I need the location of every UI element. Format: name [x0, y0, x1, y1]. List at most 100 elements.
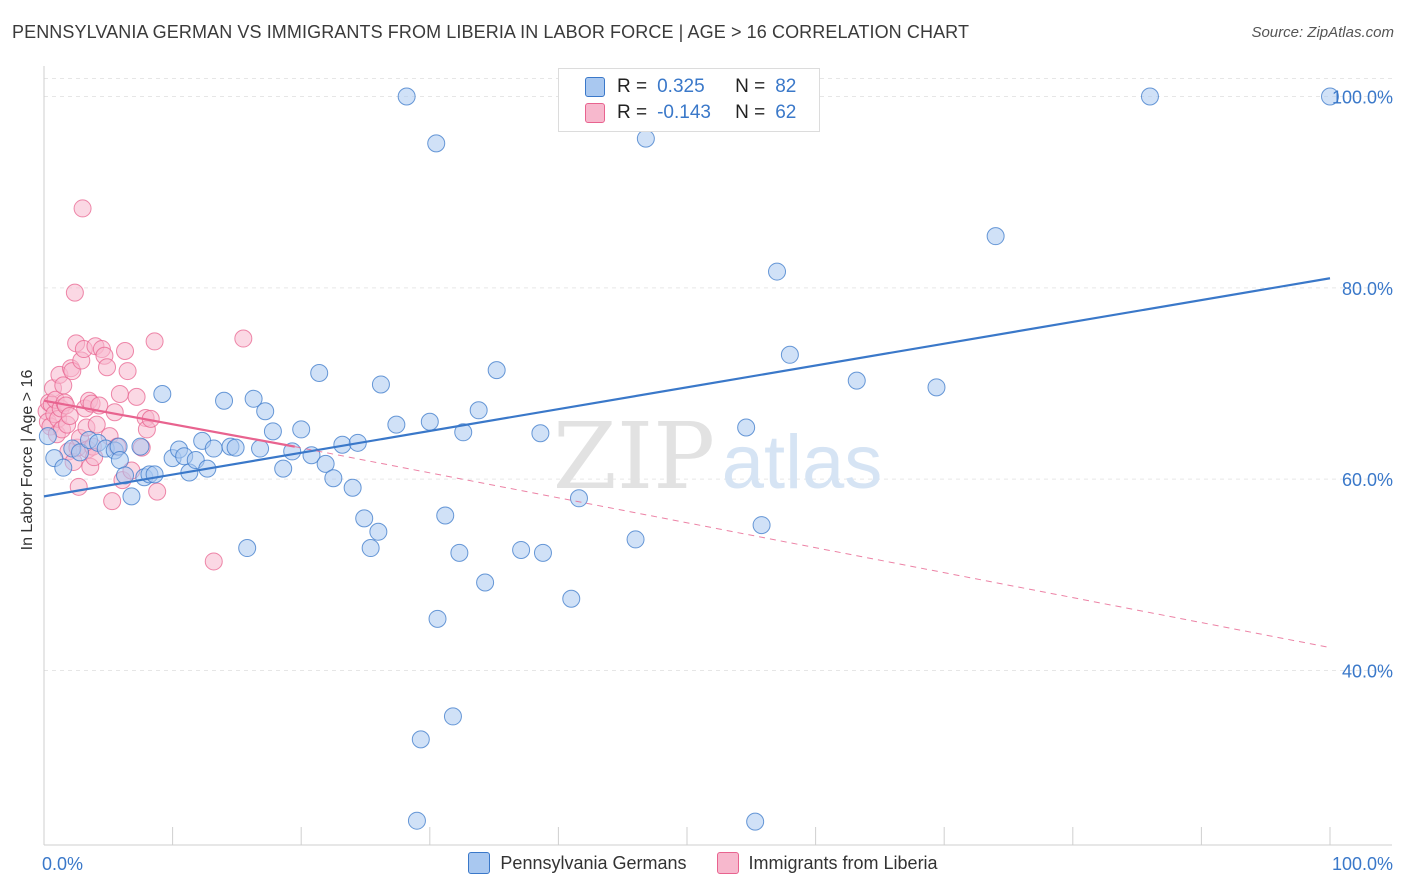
data-point: [153, 385, 172, 404]
data-point: [103, 492, 122, 511]
data-point: [927, 378, 946, 397]
stats-legend-row-2: R = -0.143 N = 62: [585, 101, 853, 125]
data-point: [263, 422, 282, 441]
data-point: [847, 371, 866, 390]
data-point: [986, 227, 1005, 246]
data-point: [371, 375, 390, 394]
trend-lines: [43, 277, 1331, 649]
data-point: [752, 516, 771, 535]
n-value: 82: [775, 76, 797, 97]
data-point: [116, 466, 135, 485]
data-point: [226, 438, 245, 457]
trend-line-pennsylvania-germans: [43, 277, 1331, 498]
data-point: [450, 543, 469, 562]
data-point: [476, 573, 495, 592]
data-point: [636, 129, 655, 148]
data-point: [768, 262, 787, 281]
data-point: [361, 539, 380, 558]
data-point: [355, 509, 374, 528]
data-point: [1140, 87, 1159, 106]
data-point: [531, 424, 550, 443]
data-point: [131, 437, 150, 456]
data-point: [116, 341, 135, 360]
data-point: [234, 329, 253, 348]
data-point: [324, 469, 343, 488]
data-point: [737, 418, 756, 437]
data-point: [110, 451, 129, 470]
data-point: [780, 345, 799, 364]
data-point: [411, 730, 430, 749]
data-point: [65, 283, 84, 302]
data-point: [98, 358, 117, 377]
data-point: [292, 420, 311, 439]
series-immigrants-from-liberia: [37, 199, 253, 571]
data-point: [127, 387, 146, 406]
data-point: [387, 415, 406, 434]
r-label: R =: [617, 76, 648, 97]
data-point: [54, 458, 73, 477]
data-point: [316, 454, 335, 473]
data-point: [454, 423, 473, 442]
n-label: N =: [735, 76, 766, 97]
data-point: [443, 707, 462, 726]
y-tick-label: 100.0%: [1332, 88, 1393, 108]
y-tick-label: 40.0%: [1342, 662, 1393, 682]
data-point: [569, 489, 588, 508]
series1-swatch: [585, 77, 605, 97]
legend-item-immigrants-from-liberia: Immigrants from Liberia: [716, 852, 938, 874]
data-point: [87, 415, 106, 434]
y-tick-label: 60.0%: [1342, 470, 1393, 490]
chart-title: PENNSYLVANIA GERMAN VS IMMIGRANTS FROM L…: [12, 22, 970, 42]
series2-swatch: [585, 103, 605, 123]
tick-labels: 40.0% 60.0% 80.0% 100.0% 0.0% 100.0%: [42, 88, 1393, 875]
data-point: [71, 443, 90, 462]
legend-label: Pennsylvania Germans: [500, 852, 687, 873]
data-point: [73, 199, 92, 218]
legend-label: Immigrants from Liberia: [748, 852, 938, 873]
legend-swatch-pink: [716, 852, 739, 874]
y-tick-label: 80.0%: [1342, 279, 1393, 299]
data-point: [1321, 87, 1339, 106]
data-point: [60, 407, 79, 426]
stats-legend-row-1: R = 0.325 N = 82: [585, 75, 853, 99]
data-point: [204, 439, 223, 458]
data-point: [145, 465, 164, 484]
data-point: [122, 487, 141, 506]
n-label: N =: [735, 102, 766, 123]
data-point: [746, 812, 765, 831]
n-value: 62: [775, 102, 797, 123]
data-point: [562, 589, 581, 608]
x-tick-label: 0.0%: [42, 854, 83, 874]
data-point: [204, 552, 223, 571]
data-point: [369, 522, 388, 541]
data-point: [427, 134, 446, 153]
data-point: [238, 539, 257, 558]
data-point: [436, 506, 455, 525]
source-credit: Source: ZipAtlas.com: [1251, 24, 1394, 41]
data-point: [251, 439, 270, 458]
r-value: -0.143: [657, 102, 711, 123]
data-point: [244, 389, 263, 408]
gridlines: [44, 78, 1392, 671]
data-point: [145, 332, 164, 351]
data-point: [256, 402, 275, 421]
x-tick-label: 100.0%: [1332, 854, 1393, 874]
data-point: [428, 609, 447, 628]
trend-line-immigrants-from-liberia: [43, 399, 295, 448]
r-value: 0.325: [657, 76, 705, 97]
r-label: R =: [617, 102, 648, 123]
data-point: [148, 482, 167, 501]
legend-item-pennsylvania-germans: Pennsylvania Germans: [468, 852, 687, 874]
data-point: [110, 385, 129, 404]
data-point: [407, 811, 426, 830]
stats-legend: R = 0.325 N = 82 R = -0.143 N = 62: [558, 68, 820, 132]
data-point: [310, 363, 329, 382]
data-point: [397, 87, 416, 106]
legend-swatch-blue: [468, 852, 491, 874]
data-point: [420, 412, 439, 431]
data-point: [118, 362, 137, 381]
series-legend: Pennsylvania Germans Immigrants from Lib…: [0, 852, 1406, 874]
data-point: [533, 543, 552, 562]
data-point: [487, 361, 506, 380]
